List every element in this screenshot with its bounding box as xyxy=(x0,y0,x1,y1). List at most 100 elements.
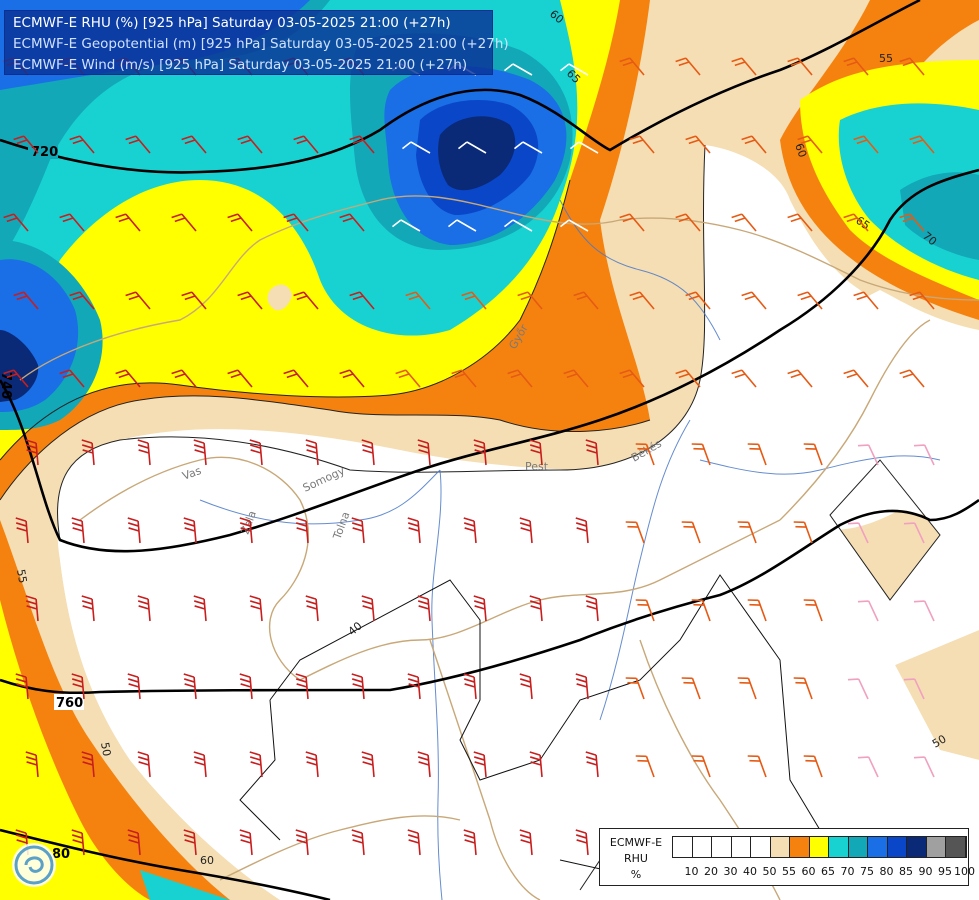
legend-unit: % xyxy=(630,868,642,881)
wind-barb xyxy=(675,57,701,76)
border-north-east xyxy=(499,209,979,301)
legend-tick-label: 55 xyxy=(782,865,796,878)
wind-barb xyxy=(913,756,935,778)
wind-barb xyxy=(351,673,365,700)
rhu-60-north xyxy=(0,0,979,320)
wind-barb xyxy=(407,517,421,544)
legend-tick-label: 20 xyxy=(704,865,718,878)
wind-barb xyxy=(305,595,319,622)
wind-barb xyxy=(361,439,375,466)
wind-barb xyxy=(741,135,767,154)
rhu-90-center xyxy=(438,116,516,191)
legend-swatch xyxy=(829,837,849,857)
wind-barb xyxy=(853,135,879,154)
wind-barb xyxy=(137,439,151,466)
wind-barb xyxy=(295,829,309,856)
wind-barb xyxy=(283,369,309,388)
wind-barb xyxy=(569,141,599,154)
wind-barb xyxy=(473,751,487,778)
contour-55 xyxy=(0,395,651,501)
legend-model: ECMWF-E xyxy=(609,836,663,849)
wind-barb xyxy=(691,755,711,778)
wind-barb xyxy=(737,677,757,700)
legend-tick-label: 100 xyxy=(954,865,975,878)
wind-barb xyxy=(619,213,645,232)
height-720-label-bg xyxy=(28,143,58,159)
title-geopotential: ECMWF-E Geopotential (m) [925 hPa] Satur… xyxy=(13,36,509,52)
wind-barb xyxy=(239,829,253,856)
wind-barb xyxy=(843,369,869,388)
height-740-label: 740 xyxy=(0,372,13,399)
wind-barb xyxy=(237,291,263,310)
wind-barb xyxy=(249,751,263,778)
wind-barb xyxy=(675,369,701,388)
wind-barb xyxy=(349,135,375,154)
wind-barb xyxy=(227,213,253,232)
legend-swatch xyxy=(887,837,907,857)
contour-label-60-s: 60 xyxy=(200,854,214,867)
height-760-label-bg xyxy=(54,694,84,710)
border-north-west xyxy=(19,195,501,381)
wind-barb xyxy=(59,213,85,232)
legend-swatch xyxy=(809,837,829,857)
wind-barb xyxy=(351,829,365,856)
legend-swatch xyxy=(790,837,810,857)
height-720-label: 720 xyxy=(31,145,58,160)
wind-barb xyxy=(71,673,85,700)
wind-barb xyxy=(193,751,207,778)
wind-barb xyxy=(13,135,39,154)
wind-barb xyxy=(787,213,813,232)
wind-barb xyxy=(305,439,319,466)
wind-barb xyxy=(585,595,599,622)
wind-barb xyxy=(691,443,711,466)
wind-barb xyxy=(183,517,197,544)
river-tisza xyxy=(599,419,691,721)
wind-barb xyxy=(519,517,533,544)
wind-barb xyxy=(913,444,935,466)
legend-tick-label: 40 xyxy=(743,865,757,878)
wind-barb xyxy=(675,213,701,232)
wind-barb xyxy=(249,595,263,622)
wind-barb xyxy=(227,369,253,388)
river-east xyxy=(699,455,941,475)
wind-barb xyxy=(843,213,869,232)
wind-barb xyxy=(747,443,767,466)
wind-barb xyxy=(573,291,599,310)
wind-barb xyxy=(847,522,869,544)
contour-label-60-ne: 60 xyxy=(792,142,809,160)
place-label-vas: Vas xyxy=(181,464,204,483)
wind-barb xyxy=(731,369,757,388)
legend-tick-label: 10 xyxy=(684,865,699,878)
rhu-75-east xyxy=(900,172,979,260)
wind-barb xyxy=(457,141,487,154)
wind-barb xyxy=(451,369,477,388)
wind-barb xyxy=(803,443,823,466)
wind-barb xyxy=(463,829,477,856)
wind-barb xyxy=(909,135,935,154)
wind-barb xyxy=(283,213,309,232)
wind-barb xyxy=(239,517,253,544)
wind-barb xyxy=(909,291,935,310)
legend-swatch xyxy=(848,837,868,857)
height-780-line xyxy=(0,828,331,900)
wind-barb xyxy=(559,219,589,232)
wind-barb xyxy=(361,751,375,778)
wind-barb xyxy=(559,63,589,76)
wind-barb xyxy=(137,595,151,622)
legend-swatch xyxy=(692,837,712,857)
rhu-legend: ECMWF-E RHU % 10 20 30 40 50 55 60 65 70 75 80 85 90… xyxy=(599,828,975,886)
wind-barb xyxy=(193,439,207,466)
wind-barb xyxy=(71,829,85,856)
height-780-label: 80 xyxy=(52,847,70,862)
height-760-label: 760 xyxy=(56,696,83,711)
wind-barb xyxy=(625,521,645,544)
wind-barb xyxy=(473,439,487,466)
title-wind: ECMWF-E Wind (m/s) [925 hPa] Saturday 03… xyxy=(13,57,468,73)
wind-barb xyxy=(899,57,925,76)
wind-barb xyxy=(629,135,655,154)
wind-barb xyxy=(239,673,253,700)
legend-tick-label: 60 xyxy=(801,865,816,878)
wind-barb xyxy=(69,135,95,154)
wind-barb xyxy=(903,678,925,700)
